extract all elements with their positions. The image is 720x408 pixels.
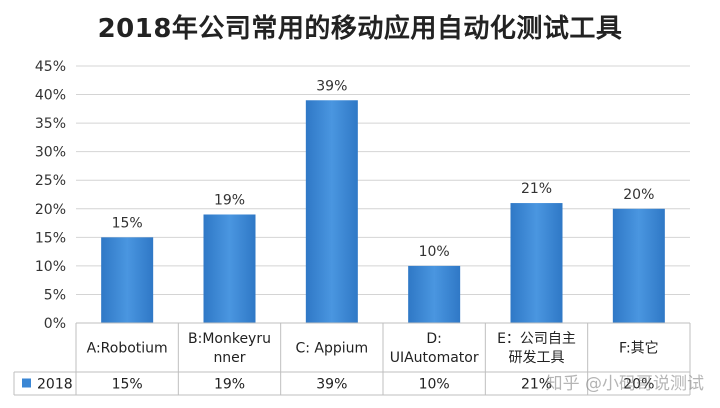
category-label: 研发工具 [509, 350, 565, 366]
table-value: 19% [214, 377, 245, 393]
category-label: C: Appium [295, 341, 368, 357]
chart-title: 2018年公司常用的移动应用自动化测试工具 [97, 14, 623, 44]
bar [510, 203, 563, 323]
bar [101, 237, 154, 323]
bar [612, 208, 665, 323]
bar [408, 265, 461, 323]
y-axis-ticks: 0% 5% 10% 15% 20% 25% 30% 35% 40% 45% [35, 59, 66, 332]
y-tick-label: 30% [35, 145, 66, 161]
data-label: 21% [521, 181, 552, 197]
data-label: 19% [214, 192, 245, 208]
data-labels: 15% 19% 39% 10% 21% 20% [112, 78, 655, 260]
y-tick-label: 45% [35, 59, 66, 75]
category-label: UIAutomator [390, 350, 479, 366]
data-label: 39% [316, 78, 347, 94]
y-tick-label: 35% [35, 116, 66, 132]
table-value: 15% [112, 377, 143, 393]
y-tick-label: 10% [35, 259, 66, 275]
category-label: E：公司自主 [497, 331, 576, 347]
legend-label: 2018 [37, 377, 73, 393]
table-value: 20% [623, 377, 654, 393]
category-label: B:Monkeyru [188, 331, 271, 347]
gridlines [76, 65, 690, 324]
watermark: 知乎 @小码哥说测试 [545, 374, 704, 394]
category-label: A:Robotium [87, 341, 168, 357]
y-tick-label: 15% [35, 230, 66, 246]
category-label: F:其它 [619, 340, 659, 357]
bar [203, 214, 256, 323]
legend-swatch [22, 378, 31, 388]
y-tick-label: 0% [44, 316, 66, 332]
data-label: 10% [419, 244, 450, 260]
bar [305, 100, 358, 324]
bars [101, 100, 665, 324]
y-tick-label: 40% [35, 88, 66, 104]
data-table: A:Robotium B:Monkeyru nner C: Appium D: UIAut… [13, 322, 691, 396]
table-value: 10% [419, 377, 450, 393]
y-tick-label: 20% [35, 202, 66, 218]
data-label: 20% [623, 187, 654, 203]
data-label: 15% [112, 215, 143, 231]
category-label: D: [426, 331, 442, 347]
y-tick-label: 25% [35, 173, 66, 189]
table-value: 39% [316, 377, 347, 393]
y-tick-label: 5% [44, 287, 66, 303]
table-value: 21% [521, 377, 552, 393]
category-label: nner [213, 350, 245, 366]
